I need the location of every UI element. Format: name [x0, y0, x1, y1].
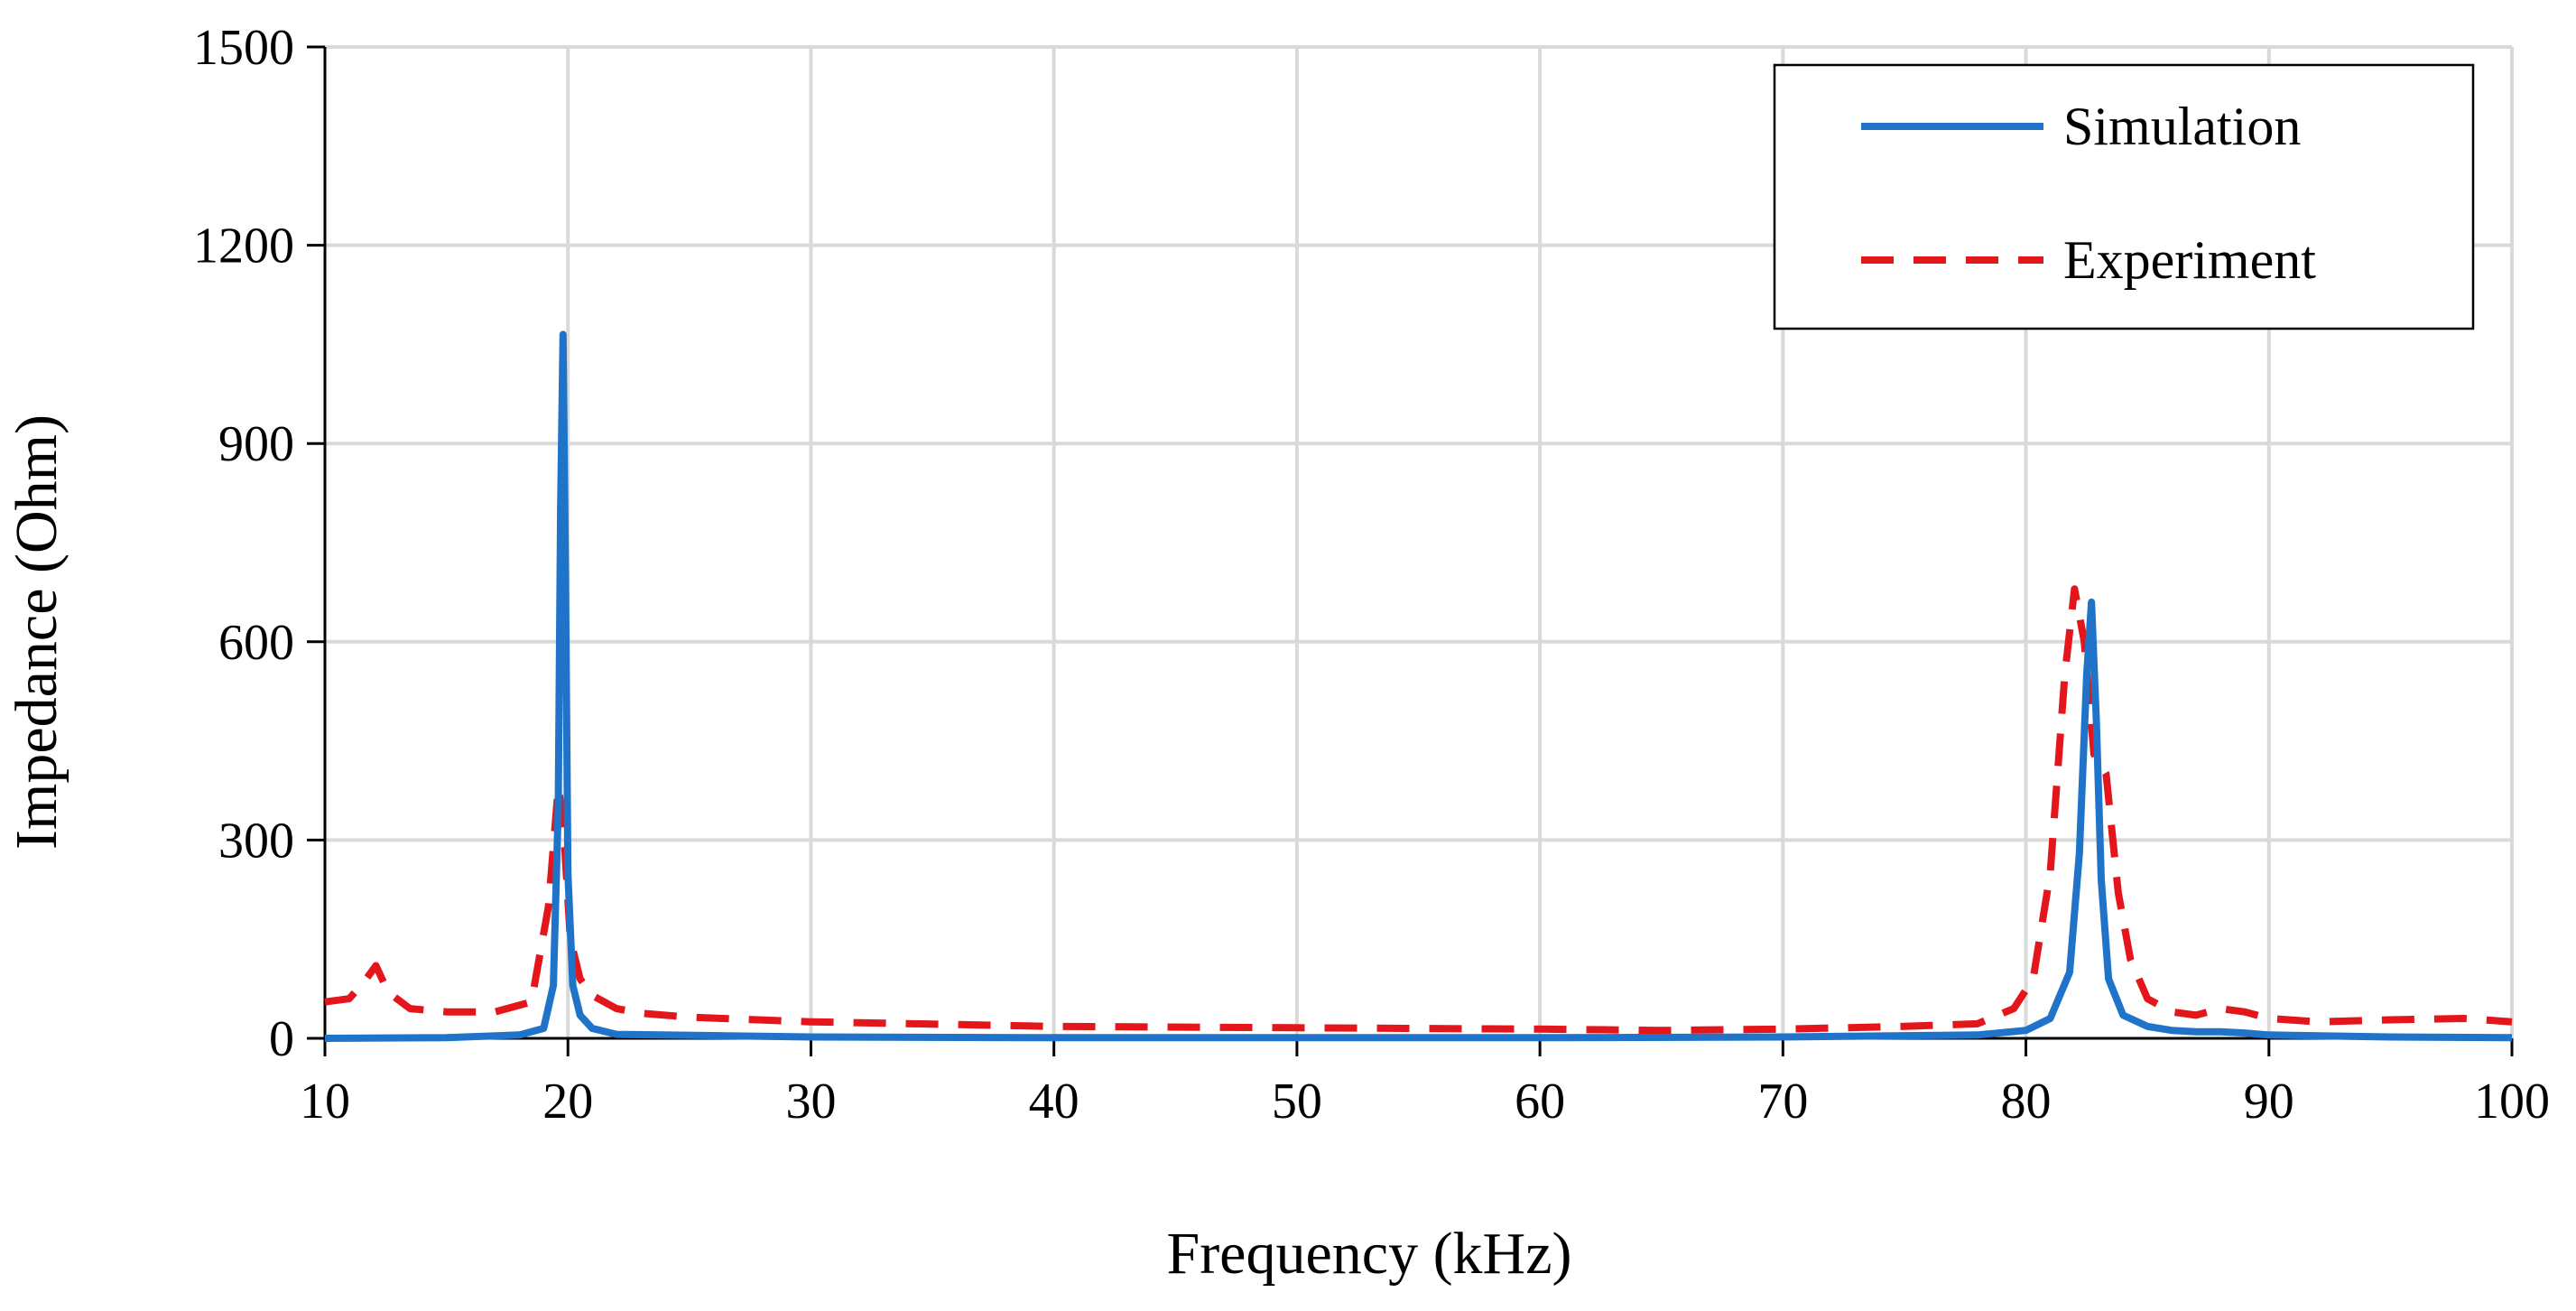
series-experiment-line: [324, 585, 2513, 1035]
x-tick-label: 20: [542, 1074, 593, 1130]
x-tick-label: 30: [785, 1074, 836, 1130]
y-tick-label: 1500: [193, 20, 294, 76]
y-tick-label: 0: [269, 1011, 294, 1067]
x-axis-title: Frequency (kHz): [1167, 1221, 1572, 1287]
x-tick-label: 70: [1757, 1074, 1808, 1130]
x-tick-label: 60: [1515, 1074, 1565, 1130]
legend-box: [1773, 63, 2475, 330]
x-tick-label: 40: [1029, 1074, 1080, 1130]
legend: Simulation Experiment: [1773, 63, 2475, 330]
y-tick-label: 1200: [193, 218, 294, 274]
x-tick-label: 100: [2474, 1074, 2550, 1130]
series-group: [324, 330, 2513, 1042]
y-tick-label: 900: [218, 416, 294, 472]
series-simulation-line: [324, 330, 2513, 1042]
legend-simulation-label: Simulation: [2063, 97, 2301, 156]
legend-experiment-label: Experiment: [2063, 230, 2316, 290]
tick-labels: 0 300 600 900 1200 1500 10 20 30 40 50 60 70 80 90 100: [193, 20, 2550, 1130]
x-tick-label: 50: [1272, 1074, 1322, 1130]
y-tick-label: 300: [218, 813, 294, 869]
y-axis-title: Impedance (Ohm): [4, 414, 69, 850]
y-tick-label: 600: [218, 615, 294, 671]
x-tick-label: 10: [300, 1074, 350, 1130]
x-tick-label: 80: [2001, 1074, 2052, 1130]
x-tick-label: 90: [2244, 1074, 2294, 1130]
